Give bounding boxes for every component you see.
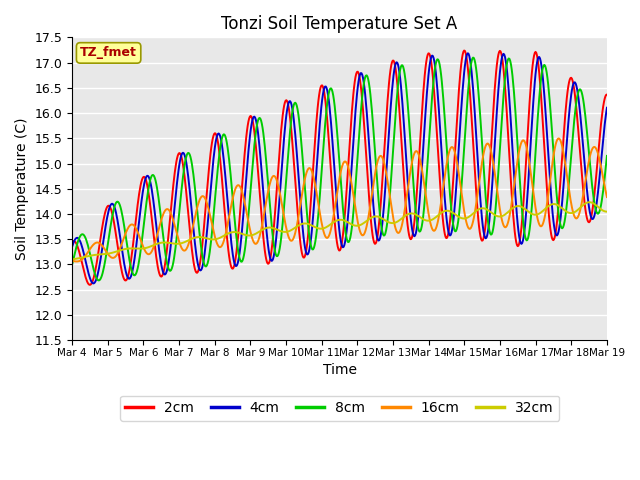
X-axis label: Time: Time [323,363,356,377]
Title: Tonzi Soil Temperature Set A: Tonzi Soil Temperature Set A [221,15,458,33]
Legend: 2cm, 4cm, 8cm, 16cm, 32cm: 2cm, 4cm, 8cm, 16cm, 32cm [120,396,559,421]
Y-axis label: Soil Temperature (C): Soil Temperature (C) [15,118,29,260]
Text: TZ_fmet: TZ_fmet [80,47,137,60]
